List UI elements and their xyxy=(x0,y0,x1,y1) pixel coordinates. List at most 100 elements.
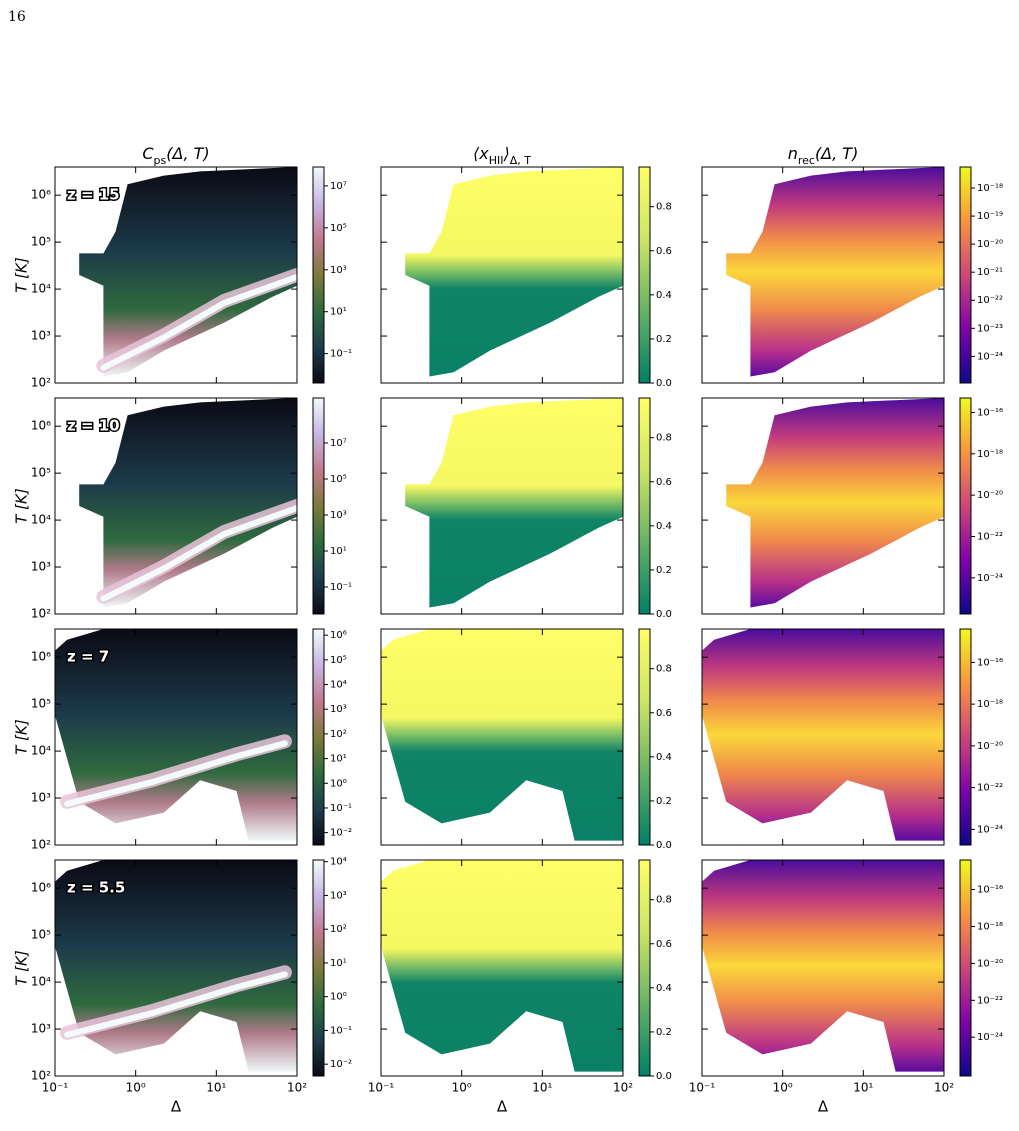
colorbar-tick-label: 10⁻²⁰ xyxy=(977,239,1003,250)
x-axis-label: Δ xyxy=(497,1098,508,1116)
colorbar-tick-label: 10⁻¹⁹ xyxy=(977,211,1003,222)
title-part: (Δ, T) xyxy=(166,144,209,163)
colorbar-tick-label: 10⁻² xyxy=(330,1059,352,1070)
colorbar-tick-label: 10⁻¹⁶ xyxy=(977,885,1003,896)
y-tick-label: 10³ xyxy=(31,791,51,805)
y-axis-label: T [K] xyxy=(13,719,31,755)
colorbar xyxy=(638,859,651,1077)
heatmap xyxy=(726,167,944,377)
colorbar-tick-label: 0.2 xyxy=(656,796,672,807)
colorbar-tick-label: 10³ xyxy=(330,510,347,521)
heatmap xyxy=(79,398,297,608)
colorbar xyxy=(312,166,325,384)
heatmap-region xyxy=(381,629,623,841)
colorbar xyxy=(312,397,325,615)
y-axis-label: T [K] xyxy=(13,257,31,293)
colorbar-tick-label: 10⁻¹ xyxy=(330,803,352,814)
panel-frame xyxy=(701,628,945,846)
heatmap xyxy=(702,629,944,841)
colorbar-tick-label: 10⁻¹ xyxy=(330,1025,352,1036)
y-axis-label: T [K] xyxy=(13,488,31,524)
panel-frame xyxy=(380,628,624,846)
y-tick-label: 10² xyxy=(31,607,51,621)
title-part: Δ, T xyxy=(510,154,532,167)
x-tick-label: 10⁻¹ xyxy=(368,1081,395,1095)
colorbar xyxy=(959,628,972,846)
colorbar-tick-label: 10⁵ xyxy=(330,474,347,485)
colorbar-tick-label: 10⁻²⁴ xyxy=(977,1032,1003,1043)
colorbar xyxy=(959,859,972,1077)
heatmap xyxy=(702,860,944,1072)
colorbar-tick-label: 10⁻²² xyxy=(977,783,1003,794)
y-tick-label: 10⁵ xyxy=(31,235,51,249)
x-tick-label: 10⁻¹ xyxy=(42,1081,69,1095)
colorbar-tick-label: 10³ xyxy=(330,704,347,715)
heatmap-region xyxy=(405,398,623,608)
panel-frame xyxy=(54,397,298,615)
colorbar-tick-label: 0.0 xyxy=(656,609,672,620)
y-tick-label: 10⁴ xyxy=(31,744,51,758)
panel-frame xyxy=(54,859,298,1077)
heatmap xyxy=(55,629,297,841)
heatmap xyxy=(405,398,623,608)
title-part: rec xyxy=(798,154,815,167)
colorbar-tick-label: 0.8 xyxy=(656,433,672,444)
heatmap-region xyxy=(702,860,944,1072)
title-part: ⟩ xyxy=(502,144,509,163)
y-tick-label: 10⁴ xyxy=(31,513,51,527)
x-axis-label: Δ xyxy=(818,1098,829,1116)
colorbar-tick-label: 10⁻²⁴ xyxy=(977,573,1003,584)
heatmap xyxy=(405,167,623,377)
colorbar xyxy=(959,166,972,384)
title-part: ⟨x xyxy=(473,144,489,163)
heatmap-band-core xyxy=(64,971,288,1038)
colorbar-tick-label: 10⁰ xyxy=(330,778,347,789)
redshift-label: z = 10 xyxy=(67,417,120,435)
panel-frame xyxy=(701,397,945,615)
colorbar-tick-label: 0.6 xyxy=(656,246,672,257)
colorbar-tick-label: 10¹ xyxy=(330,546,347,557)
title-part: C xyxy=(142,144,154,163)
colorbar-tick-label: 10² xyxy=(330,729,347,740)
colorbar-tick-label: 10⁴ xyxy=(330,680,347,691)
colorbar-tick-label: 0.2 xyxy=(656,1027,672,1038)
colorbar-tick-label: 0.8 xyxy=(656,202,672,213)
colorbar-tick-label: 0.4 xyxy=(656,752,672,763)
heatmap xyxy=(726,398,944,608)
y-axis-label: T [K] xyxy=(13,950,31,986)
x-tick-label: 10⁻¹ xyxy=(689,1081,716,1095)
heatmap-region xyxy=(726,398,944,608)
y-tick-label: 10⁶ xyxy=(31,650,51,664)
heatmap xyxy=(381,629,623,841)
colorbar-tick-label: 10⁵ xyxy=(330,655,347,666)
y-tick-label: 10³ xyxy=(31,560,51,574)
y-tick-label: 10⁶ xyxy=(31,881,51,895)
x-tick-label: 10⁰ xyxy=(126,1081,146,1095)
redshift-label: z = 7 xyxy=(67,648,109,666)
y-tick-label: 10⁴ xyxy=(31,975,51,989)
y-tick-label: 10⁶ xyxy=(31,188,51,202)
x-tick-label: 10¹ xyxy=(853,1081,873,1095)
title-part: n xyxy=(788,144,798,163)
colorbar-tick-label: 10⁷ xyxy=(330,181,347,192)
colorbar-tick-label: 10⁻²³ xyxy=(977,323,1003,334)
colorbar-tick-label: 10³ xyxy=(330,890,347,901)
page-number: 16 xyxy=(8,9,26,25)
colorbar-tick-label: 0.0 xyxy=(656,378,672,389)
colorbar-tick-label: 10⁻²⁰ xyxy=(977,490,1003,501)
colorbar-tick-label: 10⁵ xyxy=(330,223,347,234)
panel-frame xyxy=(54,166,298,384)
colorbar-tick-label: 10⁻²⁴ xyxy=(977,351,1003,362)
colorbar-tick-label: 0.4 xyxy=(656,983,672,994)
panel-frame xyxy=(380,859,624,1077)
column-title: nrec(Δ, T) xyxy=(788,144,859,167)
colorbar-tick-label: 0.8 xyxy=(656,664,672,675)
redshift-label: z = 15 xyxy=(67,186,120,204)
heatmap-band-core xyxy=(64,740,288,807)
title-part: HII xyxy=(489,154,504,167)
y-tick-label: 10³ xyxy=(31,1022,51,1036)
colorbar xyxy=(312,859,325,1077)
x-tick-label: 10¹ xyxy=(532,1081,552,1095)
x-tick-label: 10⁰ xyxy=(773,1081,793,1095)
